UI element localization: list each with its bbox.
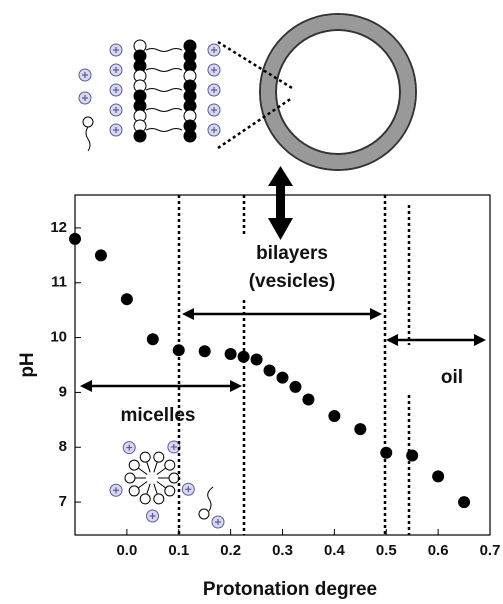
y-tick-label: 10	[50, 329, 67, 346]
x-tick-label: 0.0	[116, 542, 137, 559]
charge-sign	[113, 67, 119, 73]
charge-sign	[113, 127, 119, 133]
charge-sign	[82, 95, 88, 101]
data-point	[302, 393, 315, 406]
charge-sign	[126, 444, 133, 451]
data-point	[224, 348, 237, 361]
lipid-tail	[145, 68, 183, 72]
lipid-head	[168, 472, 180, 484]
lipid-tail	[153, 483, 158, 495]
lipid-head	[153, 493, 165, 505]
lipid-tail	[207, 486, 214, 512]
lipid-tail	[145, 128, 183, 132]
lipid-tail	[137, 481, 148, 489]
data-point	[276, 371, 289, 384]
data-point	[120, 293, 133, 306]
data-point	[69, 232, 81, 245]
lipid-tail	[145, 48, 183, 52]
lipid-head	[82, 116, 94, 128]
charge-sign	[149, 512, 156, 519]
lipid-head	[153, 451, 165, 463]
y-tick-label: 7	[59, 493, 67, 510]
lipid-head	[128, 485, 140, 497]
y-tick-label: 11	[51, 274, 67, 291]
charge-sign	[211, 87, 217, 93]
lipid-head	[198, 508, 210, 520]
data-point	[250, 353, 263, 366]
lipid-tail	[153, 461, 158, 473]
charge-sign	[170, 443, 177, 450]
charge-sign	[82, 72, 88, 78]
x-tick-label: 0.3	[272, 542, 293, 559]
x-tick-label: 0.4	[324, 542, 346, 559]
charge-sign	[211, 107, 217, 113]
lipid-head	[124, 472, 136, 484]
charge-sign	[113, 47, 119, 53]
y-axis-label: pH	[17, 352, 38, 377]
data-point	[289, 380, 302, 393]
lipid-tail	[156, 481, 167, 489]
data-point	[237, 350, 250, 363]
data-point	[380, 446, 393, 459]
data-point	[198, 345, 211, 358]
annotation: (vesicles)	[249, 271, 336, 292]
y-tick-label: 9	[59, 383, 67, 400]
data-point	[406, 449, 419, 462]
charge-sign	[113, 487, 120, 494]
data-point	[94, 249, 107, 262]
charge-sign	[215, 519, 221, 525]
data-point	[458, 496, 471, 509]
lipid-head	[139, 493, 151, 505]
data-point	[263, 364, 276, 377]
lipid-tail	[85, 126, 91, 152]
x-tick-label: 0.7	[480, 542, 501, 559]
lipid-head	[139, 451, 151, 463]
x-tick-label: 0.2	[220, 542, 241, 559]
lipid-head	[133, 129, 147, 143]
lipid-head	[183, 129, 197, 143]
double-arrow	[268, 166, 293, 240]
vesicle-diagram	[217, 13, 417, 171]
lipid-tail	[145, 88, 183, 92]
lipid-tail	[137, 467, 148, 475]
annotation: micelles	[121, 405, 196, 426]
lipid-head	[164, 459, 176, 471]
x-tick-label: 0.5	[376, 542, 397, 559]
charge-sign	[113, 87, 119, 93]
x-tick-label: 0.1	[168, 542, 189, 559]
charge-sign	[211, 67, 217, 73]
charge-sign	[185, 486, 192, 493]
lipid-tail	[146, 461, 151, 473]
lipid-tail	[145, 108, 183, 112]
charge-sign	[113, 107, 119, 113]
phase-lines	[177, 195, 411, 535]
x-tick-label: 0.6	[428, 542, 449, 559]
y-tick-label: 8	[59, 438, 67, 455]
x-axis-label: Protonation degree	[203, 579, 377, 600]
lipid-tail	[146, 483, 151, 495]
data-point	[146, 333, 159, 346]
data-point	[354, 423, 367, 436]
micelle-diagram	[109, 440, 225, 529]
lipid-tail	[156, 467, 167, 475]
charge-sign	[211, 127, 217, 133]
annotation: bilayers	[256, 243, 328, 264]
annotation: oil	[441, 367, 463, 388]
charge-sign	[211, 47, 217, 53]
y-tick-label: 12	[50, 219, 67, 236]
data-point	[328, 410, 341, 422]
lipid-head	[164, 485, 176, 497]
data-point	[172, 344, 185, 357]
bilayer-diagram	[78, 39, 221, 152]
data-point	[432, 470, 445, 483]
lipid-head	[128, 459, 140, 471]
range-arrows	[80, 308, 486, 392]
